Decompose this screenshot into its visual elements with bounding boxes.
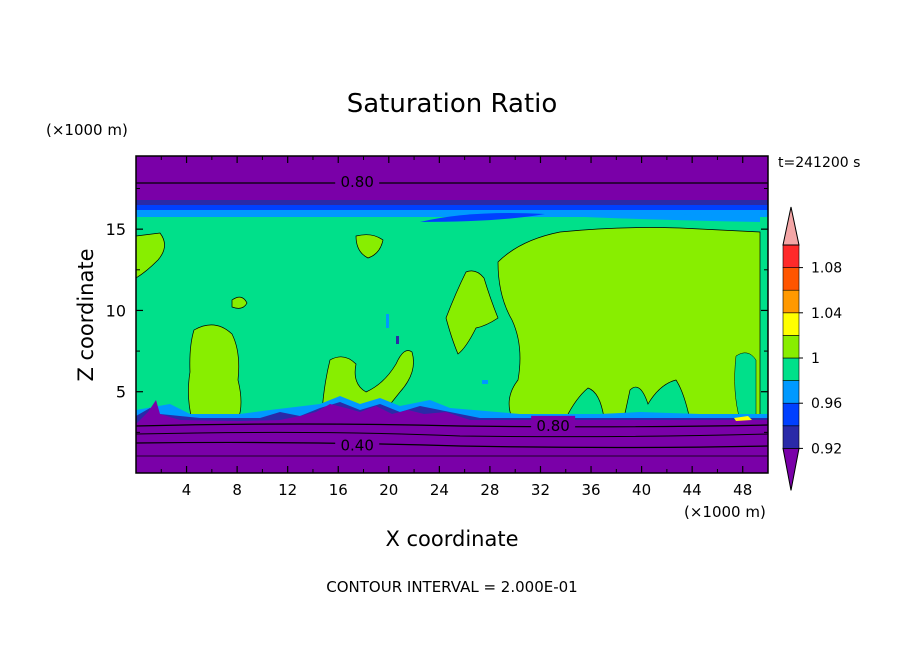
colorbar-segment bbox=[782, 289, 800, 314]
chart-title: Saturation Ratio bbox=[347, 89, 558, 119]
y-tick-label: 10 bbox=[106, 301, 126, 320]
colorbar-label: 1.04 bbox=[811, 306, 842, 322]
yellow-sliver bbox=[734, 416, 752, 421]
x-tick-label: 4 bbox=[182, 481, 192, 499]
contour-label-bg bbox=[335, 435, 380, 454]
x-tick-label: 8 bbox=[232, 481, 242, 499]
colorbar-top-arrow bbox=[782, 206, 800, 246]
colorbar: 1.08 1.04 1 0.96 0.92 bbox=[782, 206, 842, 491]
colorbar-segment bbox=[782, 335, 800, 359]
plot-frame bbox=[135, 155, 769, 474]
x-tick-label: 36 bbox=[581, 481, 600, 499]
contour-interval-note: CONTOUR INTERVAL = 2.000E-01 bbox=[326, 578, 577, 596]
blue-speck bbox=[482, 380, 488, 384]
upper-band-royal bbox=[136, 205, 768, 210]
y-axis-label: Z coordinate bbox=[74, 248, 98, 381]
contour-line-lower-060 bbox=[136, 431, 768, 438]
colorbar-label: 1.08 bbox=[811, 261, 842, 277]
colorbar-label: 1 bbox=[811, 351, 820, 367]
x-tick-label: 40 bbox=[632, 481, 651, 499]
plot-field bbox=[136, 156, 768, 473]
lime-region-left-blob bbox=[188, 324, 242, 421]
blue-speck bbox=[386, 314, 389, 328]
blue-speck bbox=[396, 336, 399, 344]
colorbar-segment bbox=[782, 267, 800, 291]
x-tick-label: 12 bbox=[278, 481, 297, 499]
lime-region-center-tower bbox=[445, 270, 499, 355]
upper-dry-layer bbox=[136, 156, 768, 201]
lower-dry-layer bbox=[136, 400, 768, 473]
lime-region-right-large bbox=[497, 227, 761, 421]
y-tick-label: 5 bbox=[116, 383, 126, 402]
y-tick-label: 15 bbox=[106, 220, 126, 239]
colorbar-bottom-arrow bbox=[782, 447, 800, 491]
colorbar-segment bbox=[782, 425, 800, 449]
colorbar-segment bbox=[782, 312, 800, 336]
colorbar-segment bbox=[782, 402, 800, 427]
colorbar-segment bbox=[782, 244, 800, 268]
upper-band-sky bbox=[136, 210, 768, 217]
contour-label: 0.80 bbox=[340, 173, 373, 191]
colorbar-segment bbox=[782, 357, 800, 381]
upper-band-blue bbox=[136, 200, 768, 205]
x-tick-label: 28 bbox=[480, 481, 499, 499]
contour-label: 0.40 bbox=[340, 436, 373, 454]
x-tick-label: 16 bbox=[329, 481, 348, 499]
colorbar-label: 0.96 bbox=[811, 396, 842, 412]
x-axis-label: X coordinate bbox=[385, 527, 518, 551]
contour-label-bg bbox=[531, 415, 576, 434]
contour-label: 0.80 bbox=[536, 417, 569, 435]
x-tick-label: 32 bbox=[531, 481, 550, 499]
colorbar-segment bbox=[782, 380, 800, 404]
upper-sky-patch bbox=[560, 214, 760, 222]
contour-line-lower-080 bbox=[136, 423, 768, 428]
upper-blue-streak bbox=[420, 213, 545, 222]
contour-line-lower-040 bbox=[136, 441, 768, 449]
x-tick-label: 44 bbox=[683, 481, 702, 499]
x-tick-label: 24 bbox=[430, 481, 449, 499]
x-tick-label: 20 bbox=[379, 481, 398, 499]
x-unit-label: (×1000 m) bbox=[684, 503, 766, 521]
teal-hole-right bbox=[734, 352, 757, 421]
lime-region-left-top bbox=[136, 232, 165, 279]
time-label: t=241200 s bbox=[778, 155, 860, 171]
colorbar-label: 0.92 bbox=[811, 441, 842, 457]
lime-region-small-dot bbox=[231, 296, 248, 309]
x-tick-label: 48 bbox=[733, 481, 752, 499]
contour-label-bg bbox=[335, 172, 380, 191]
y-unit-label: (×1000 m) bbox=[46, 121, 128, 139]
lime-region-upper-center bbox=[355, 234, 384, 259]
